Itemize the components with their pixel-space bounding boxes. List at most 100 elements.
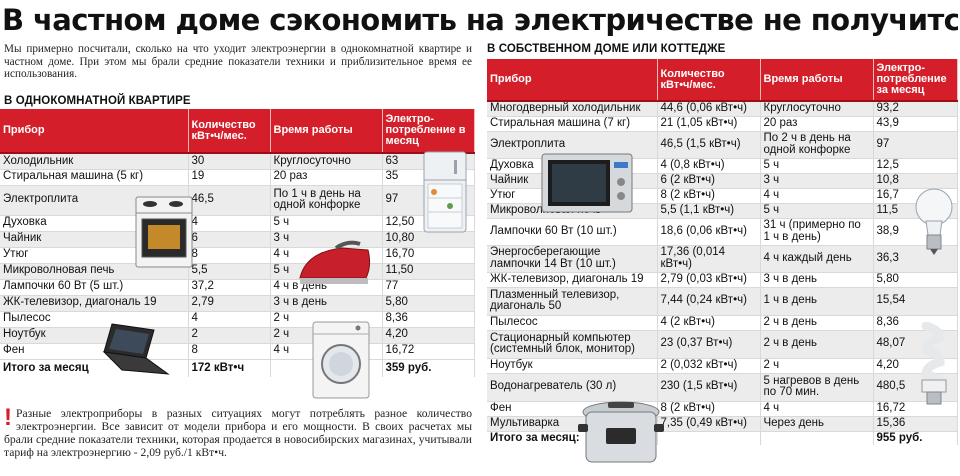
cell-time: По 1 ч в день на одной конфорке bbox=[270, 185, 383, 216]
cell-kwh: 230 (1,5 кВт•ч) bbox=[657, 373, 761, 402]
footnote-text: Разные электроприборы в разных ситуациях… bbox=[4, 407, 472, 459]
table-row: Пылесос 4 (2 кВт•ч) 2 ч в день 8,36 bbox=[487, 315, 958, 331]
cell-consumption: 43,9 bbox=[873, 116, 958, 132]
cell-time: Через день bbox=[760, 416, 874, 432]
house-table: Прибор Количество кВт•ч/мес. Время работ… bbox=[487, 59, 958, 445]
cell-time: 2 ч в день bbox=[760, 315, 874, 331]
cell-kwh: 8 (2 кВт•ч) bbox=[657, 401, 761, 417]
cell-time: 4 ч каждый день bbox=[760, 245, 874, 273]
cell-device: Пылесос bbox=[0, 311, 189, 328]
cell-consumption: 10,8 bbox=[873, 173, 958, 189]
cell-consumption: 15,36 bbox=[873, 416, 958, 432]
cell-device: Электроплита bbox=[487, 131, 658, 159]
cell-kwh: 8 bbox=[188, 247, 271, 264]
total-row: Итого за месяц 172 кВт•ч 359 руб. bbox=[0, 359, 475, 377]
cell-time: Круглосуточно bbox=[760, 101, 874, 117]
cell-kwh: 2,79 (0,03 кВт•ч) bbox=[657, 272, 761, 288]
table-row: Ноутбук 2 (0,032 кВт•ч) 2 ч 4,20 bbox=[487, 358, 958, 374]
cell-kwh: 46,5 bbox=[188, 185, 271, 216]
headline: В частном доме сэкономить на электричест… bbox=[2, 3, 958, 37]
cell-consumption: 4,20 bbox=[382, 327, 475, 344]
column-header: Прибор bbox=[487, 59, 658, 102]
cell-kwh: 30 bbox=[188, 153, 271, 170]
cell-time: 1 ч в день bbox=[760, 287, 874, 316]
cell-time: 3 ч bbox=[760, 173, 874, 189]
cell-consumption: 77 bbox=[382, 279, 475, 296]
table-header-row: Прибор Количество кВт•ч/мес. Время работ… bbox=[487, 59, 958, 102]
cell-kwh: 17,36 (0,014 кВт•ч) bbox=[657, 245, 761, 273]
refrigerator-icon bbox=[423, 151, 467, 233]
cell-kwh: 4 bbox=[188, 311, 271, 328]
cell-time: 5 ч bbox=[270, 215, 383, 232]
cell-consumption: 10,80 bbox=[382, 231, 475, 248]
table-row: Лампочки 60 Вт (10 шт.) 18,6 (0,06 кВт•ч… bbox=[487, 218, 958, 246]
multicooker-icon bbox=[578, 401, 664, 463]
table-row: Электроплита 46,5 (1,5 кВт•ч) По 2 ч в д… bbox=[487, 131, 958, 159]
energy-saving-bulb-icon bbox=[921, 322, 947, 405]
table-row: Чайник 6 3 ч 10,80 bbox=[0, 231, 475, 248]
apartment-table: Прибор Количество кВт•ч/мес. Время работ… bbox=[0, 109, 475, 377]
cell-kwh: 19 bbox=[188, 169, 271, 186]
cell-kwh: 2,79 bbox=[188, 295, 271, 312]
cell-kwh: 2 (0,032 кВт•ч) bbox=[657, 358, 761, 374]
table-row: Лампочки 60 Вт (5 шт.) 37,2 4 ч в день 7… bbox=[0, 279, 475, 296]
column-header: Электро-потребление в месяц bbox=[382, 109, 475, 154]
column-header: Время работы bbox=[270, 109, 383, 154]
column-header: Количество кВт•ч/мес. bbox=[188, 109, 271, 154]
table-row: Мультиварка 7,35 (0,49 кВт•ч) Через день… bbox=[487, 416, 958, 432]
cell-consumption: 5,80 bbox=[873, 272, 958, 288]
cell-time: 31 ч (примерно по 1 ч в день) bbox=[760, 218, 874, 246]
intro-text: Мы примерно посчитали, сколько на что ух… bbox=[4, 43, 472, 80]
cell-consumption: 93,2 bbox=[873, 101, 958, 117]
cell-consumption: 11,50 bbox=[382, 263, 475, 280]
table-row: Ноутбук 2 2 ч 4,20 bbox=[0, 327, 475, 344]
cell-kwh: 5,5 bbox=[188, 263, 271, 280]
table-row: Стиральная машина (7 кг) 21 (1,05 кВт•ч)… bbox=[487, 116, 958, 132]
column-header: Прибор bbox=[0, 109, 189, 154]
cell-device: Стиральная машина (7 кг) bbox=[487, 116, 658, 132]
cell-consumption: 16,72 bbox=[382, 343, 475, 360]
cell-device: Ноутбук bbox=[487, 358, 658, 374]
cell-device: Водонагреватель (30 л) bbox=[487, 373, 658, 402]
cell-device: Стиральная машина (5 кг) bbox=[0, 169, 189, 186]
exclamation-icon: ! bbox=[4, 404, 12, 431]
cell-time: 2 ч bbox=[760, 358, 874, 374]
cell-consumption: 16,70 bbox=[382, 247, 475, 264]
cell-consumption: 5,80 bbox=[382, 295, 475, 312]
cell-kwh: 18,6 (0,06 кВт•ч) bbox=[657, 218, 761, 246]
cell-time: По 2 ч в день на одной конфорке bbox=[760, 131, 874, 159]
table-row: Холодильник 30 Круглосуточно 63 bbox=[0, 153, 475, 170]
house-section-title: В СОБСТВЕННОМ ДОМЕ ИЛИ КОТТЕДЖЕ bbox=[487, 43, 726, 55]
cell-kwh: 21 (1,05 кВт•ч) bbox=[657, 116, 761, 132]
table-row: Фен 8 4 ч 16,72 bbox=[0, 343, 475, 360]
apartment-section-title: В ОДНОКОМНАТНОЙ КВАРТИРЕ bbox=[4, 95, 191, 107]
table-row: Стационарный компьютер (системный блок, … bbox=[487, 330, 958, 359]
cell-consumption: 8,36 bbox=[382, 311, 475, 328]
cell-device: Лампочки 60 Вт (5 шт.) bbox=[0, 279, 189, 296]
column-header: Электро-потребление за месяц bbox=[873, 59, 958, 102]
cell-time: 4 ч bbox=[760, 188, 874, 204]
table-row: Стиральная машина (5 кг) 19 20 раз 35 bbox=[0, 169, 475, 186]
cell-consumption: 15,54 bbox=[873, 287, 958, 316]
cell-time: 5 нагревов в день по 70 мин. bbox=[760, 373, 874, 402]
cell-kwh: 37,2 bbox=[188, 279, 271, 296]
column-header: Время работы bbox=[760, 59, 874, 102]
table-row: Духовка 4 5 ч 12,50 bbox=[0, 215, 475, 232]
cell-kwh: 6 (2 кВт•ч) bbox=[657, 173, 761, 189]
cell-kwh: 8 bbox=[188, 343, 271, 360]
cell-device: Многодверный холодильник bbox=[487, 101, 658, 117]
cell-time: 20 раз bbox=[270, 169, 383, 186]
microwave-icon bbox=[541, 153, 633, 213]
cell-kwh: 4 (2 кВт•ч) bbox=[657, 315, 761, 331]
table-row: Энергосберегающие лампочки 14 Вт (10 шт.… bbox=[487, 245, 958, 273]
cell-consumption: 36,3 bbox=[873, 245, 958, 273]
cell-consumption: 12,5 bbox=[873, 158, 958, 174]
table-row: Электроплита 46,5 По 1 ч в день на одной… bbox=[0, 185, 475, 216]
cell-device: Лампочки 60 Вт (10 шт.) bbox=[487, 218, 658, 246]
table-row: Пылесос 4 2 ч 8,36 bbox=[0, 311, 475, 328]
table-row: Плазменный телевизор, диагональ 50 7,44 … bbox=[487, 287, 958, 316]
cell-device: ЖК-телевизор, диагональ 19 bbox=[487, 272, 658, 288]
cell-time: Круглосуточно bbox=[270, 153, 383, 170]
table-row: ЖК-телевизор, диагональ 19 2,79 3 ч в де… bbox=[0, 295, 475, 312]
washing-machine-icon bbox=[312, 321, 370, 399]
